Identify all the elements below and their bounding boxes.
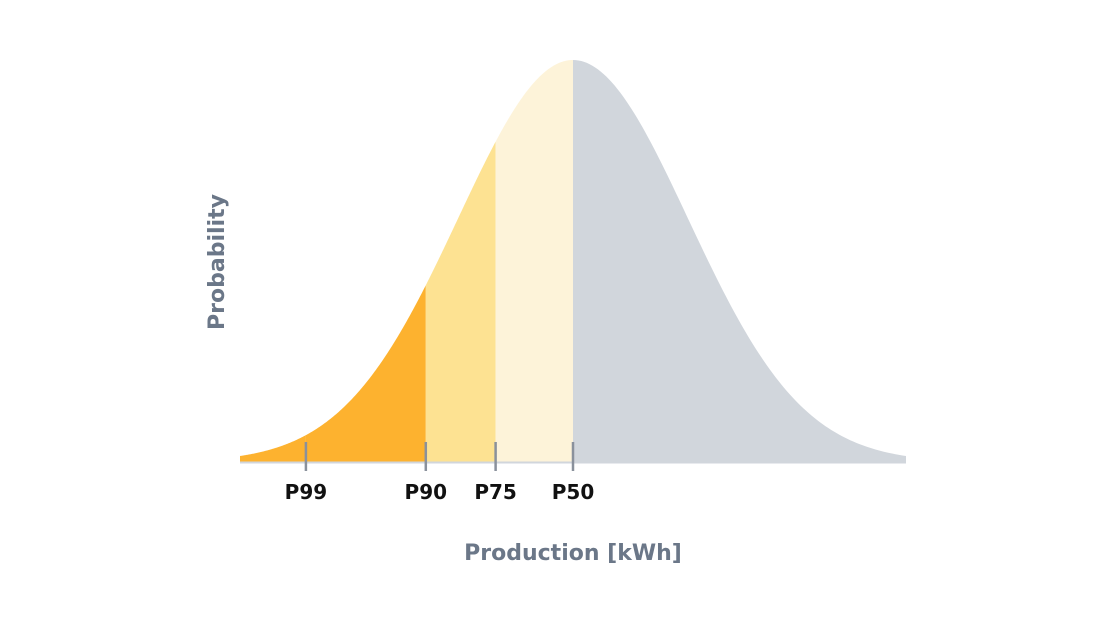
region-above-p50 [573,60,906,462]
tick-label-p99: P99 [285,480,328,504]
percentile-tick-labels: P99 P90 P75 P50 [285,480,595,504]
percentile-ticks [304,442,575,471]
region-below-p99 [240,435,306,462]
region-below-p50 [495,60,573,462]
region-below-p90 [305,285,426,462]
region-below-p75 [425,141,496,462]
distribution-regions [240,60,906,464]
y-axis-label: Probability [205,194,230,330]
tick-label-p90: P90 [405,480,448,504]
tick-label-p50: P50 [552,480,595,504]
tick-label-p75: P75 [474,480,517,504]
x-axis-label: Production [kWh] [464,541,682,566]
